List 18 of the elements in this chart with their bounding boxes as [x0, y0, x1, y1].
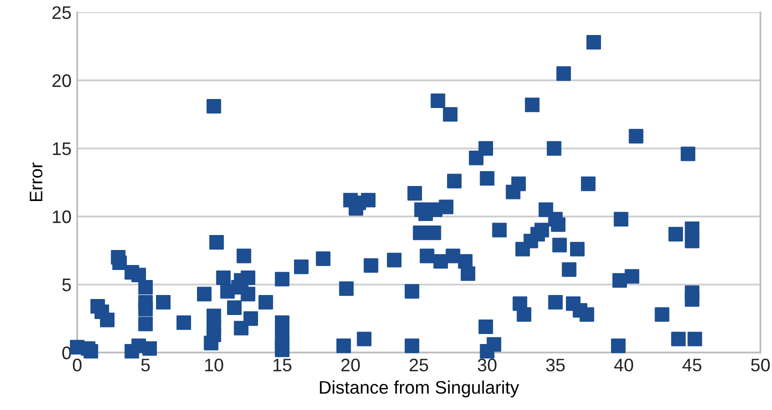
x-tick-label: 40	[614, 358, 634, 372]
y-tick-label: 15	[52, 142, 71, 156]
x-tick-label: 20	[341, 358, 360, 372]
x-tick-label: 10	[205, 358, 224, 372]
x-tick-label: 15	[274, 358, 292, 372]
x-tick-label: 50	[751, 358, 770, 372]
x-tick-label: 45	[682, 358, 702, 372]
x-tick-label: 5	[141, 358, 150, 372]
x-axis-title: Distance from Singularity	[320, 380, 520, 398]
y-axis-title: Error	[30, 162, 42, 202]
y-tick-label: 10	[52, 210, 71, 224]
y-tick-label: 5	[62, 278, 71, 292]
x-tick-label: 35	[546, 358, 565, 372]
y-tick-label: 25	[52, 6, 71, 20]
x-tick-label: 25	[410, 358, 428, 372]
x-tick-label: 0	[72, 358, 82, 372]
y-tick-label: 20	[52, 74, 71, 88]
x-tick-label: 30	[478, 358, 496, 372]
